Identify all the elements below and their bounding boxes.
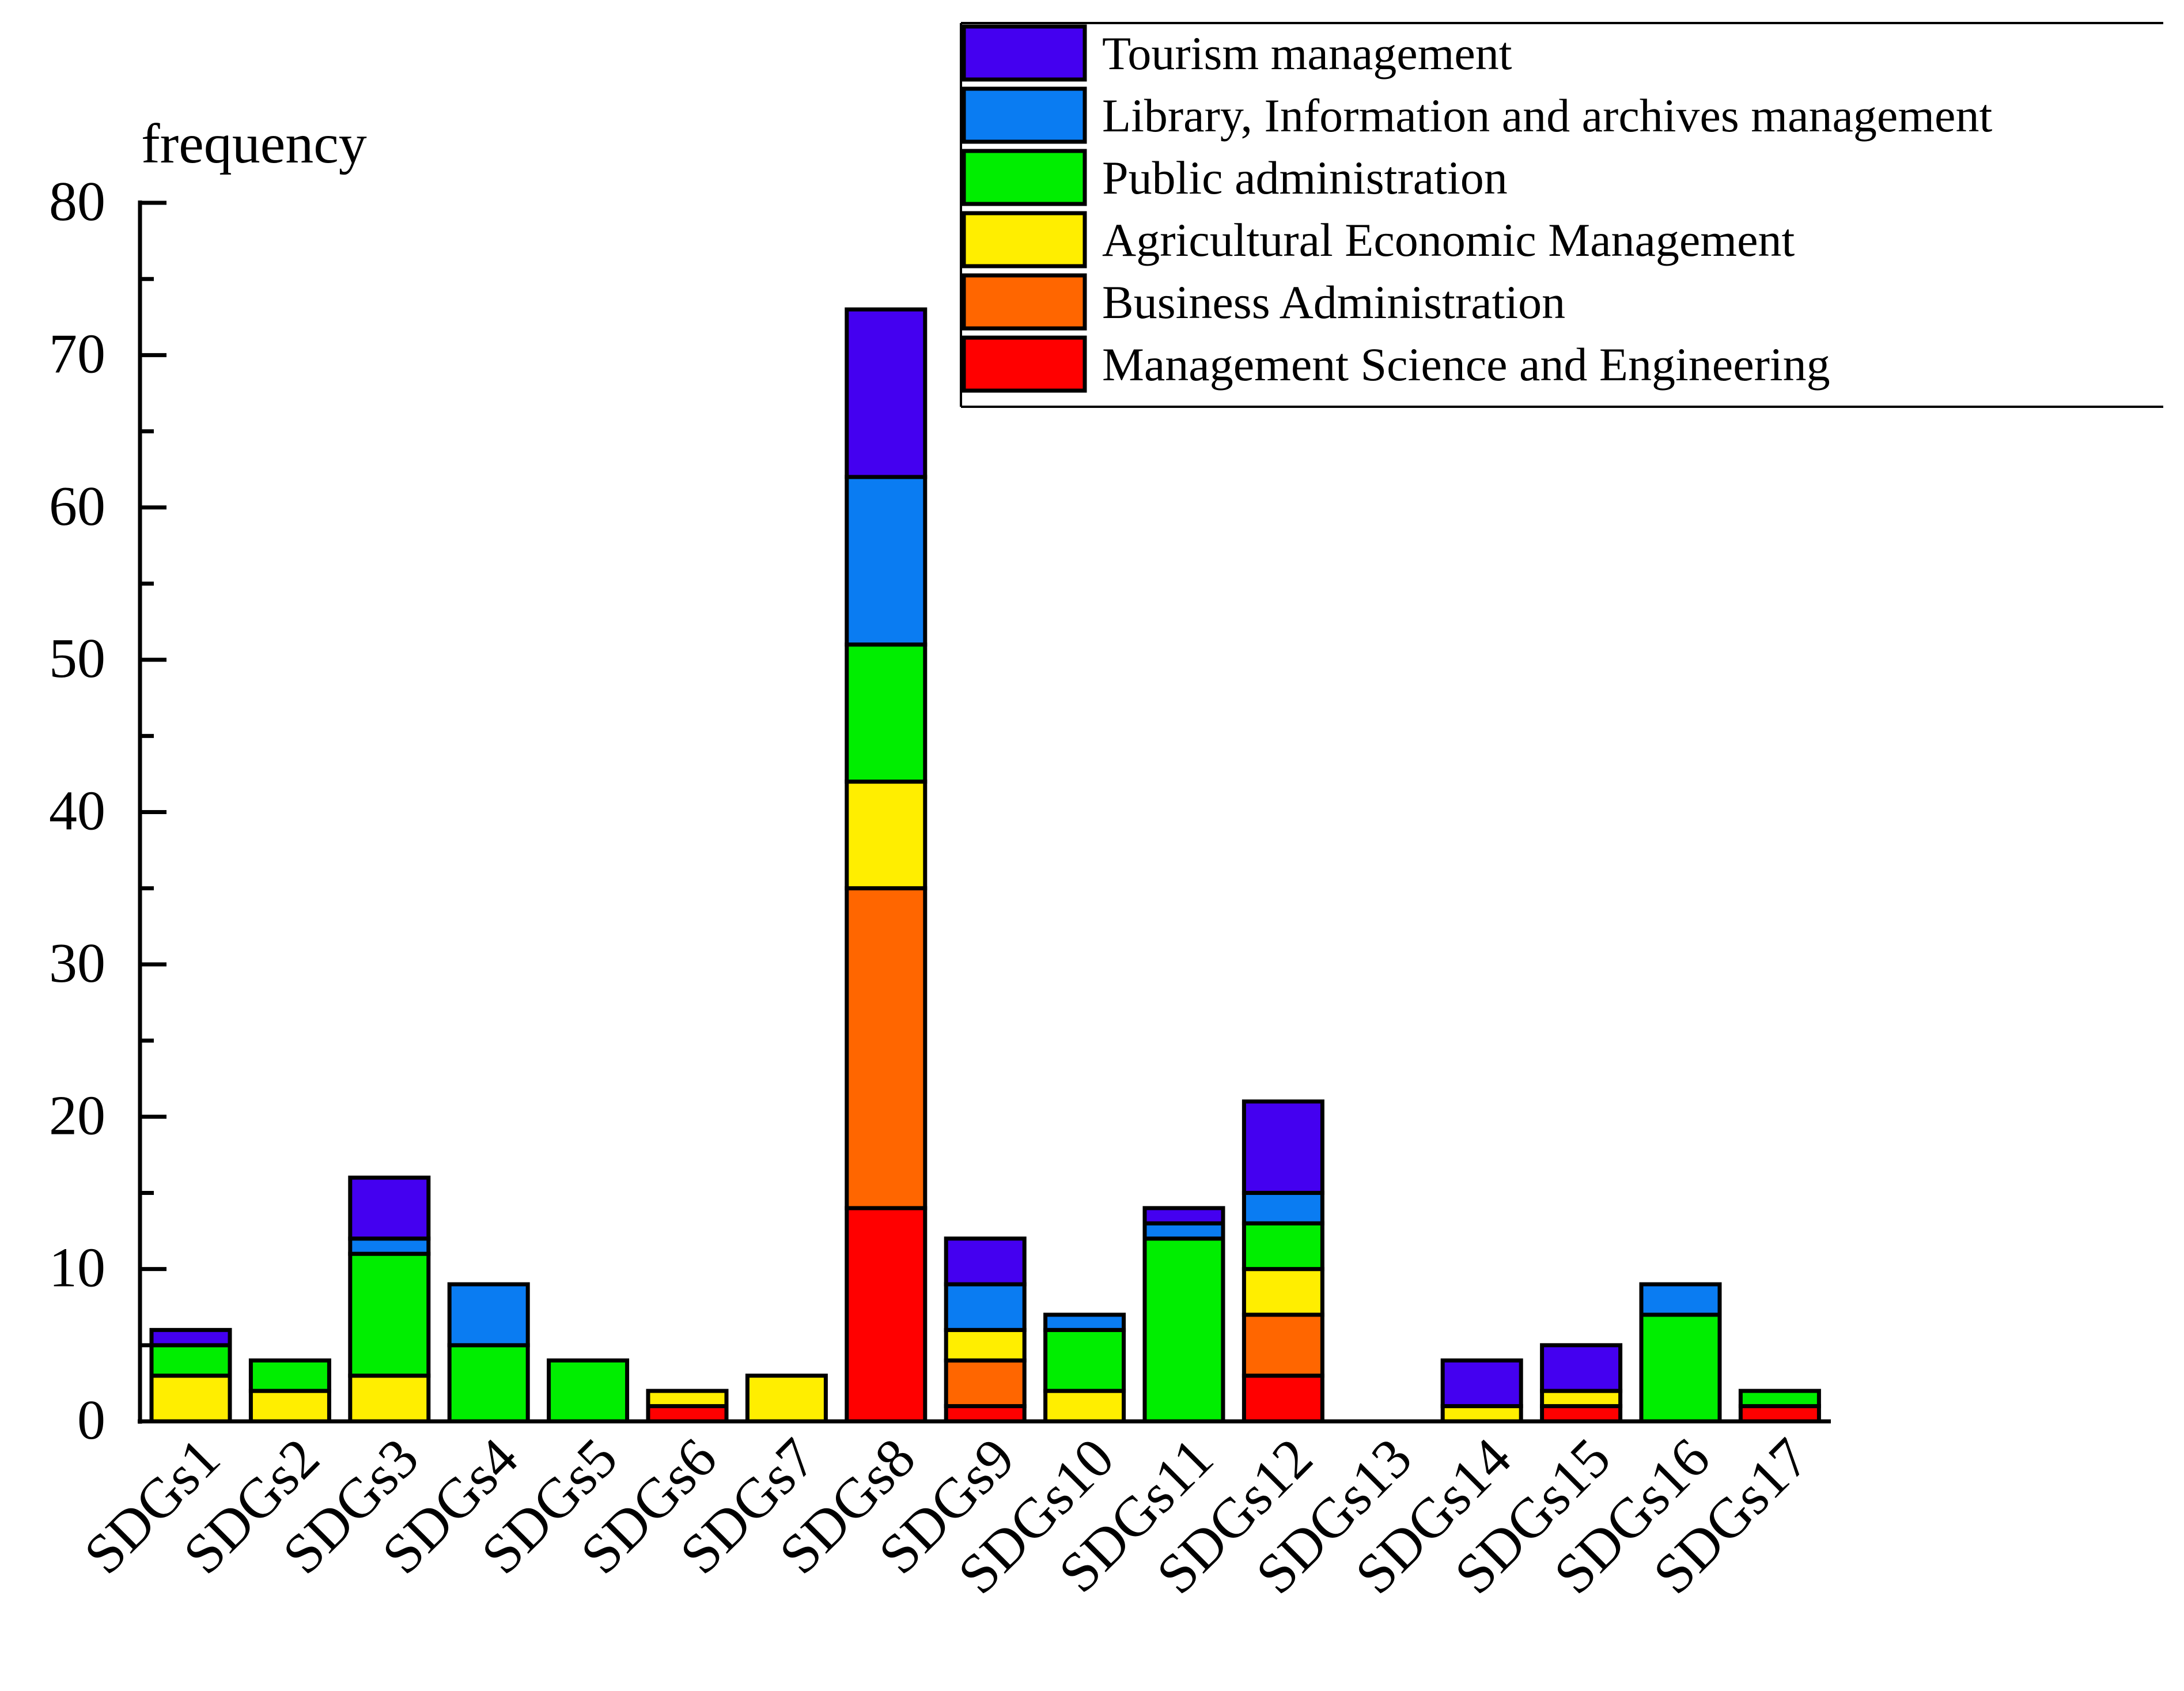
bar-segment-sdgs12-series-0 (1241, 1374, 1324, 1424)
legend-swatch (962, 273, 1087, 331)
bar-segment-sdgs12-series-1 (1241, 1312, 1324, 1378)
legend: Tourism management Library, Information a… (960, 22, 2163, 408)
bar-segment-sdgs8-series-2 (845, 780, 928, 891)
y-tick-label: 60 (49, 475, 105, 538)
legend-entry-label: Agricultural Economic Management (1102, 214, 1795, 266)
bar-segment-sdgs1-series-3 (149, 1343, 232, 1378)
bar-segment-sdgs2-series-2 (248, 1389, 331, 1424)
legend-swatch (962, 335, 1087, 393)
y-tick-label: 80 (49, 171, 105, 233)
bar-segment-sdgs1-series-2 (149, 1374, 232, 1424)
bar-segment-sdgs9-series-4 (944, 1282, 1027, 1332)
bar-segment-sdgs8-series-1 (845, 886, 928, 1210)
bar-segment-sdgs10-series-3 (1043, 1327, 1126, 1393)
bar-segment-sdgs9-series-1 (944, 1358, 1027, 1409)
legend-swatch (962, 86, 1087, 144)
bar-segment-sdgs1-series-5 (149, 1327, 232, 1348)
bar-segment-sdgs12-series-4 (1241, 1190, 1324, 1225)
legend-entry-label: Tourism management (1102, 27, 1512, 80)
y-tick-label: 30 (49, 932, 105, 994)
bars-group (149, 307, 1821, 1424)
bar-segment-sdgs9-series-0 (944, 1404, 1027, 1424)
bar-segment-sdgs4-series-4 (447, 1282, 530, 1348)
y-tick-label: 20 (49, 1084, 105, 1147)
bar-segment-sdgs6-series-0 (646, 1404, 729, 1424)
bar-segment-sdgs10-series-4 (1043, 1312, 1126, 1332)
legend-swatch (962, 211, 1087, 268)
bar-segment-sdgs11-series-3 (1142, 1236, 1225, 1424)
legend-swatch (962, 24, 1087, 82)
bar-segment-sdgs16-series-4 (1639, 1282, 1722, 1317)
bar-segment-sdgs17-series-3 (1738, 1389, 1821, 1409)
y-tick-label: 0 (77, 1389, 105, 1451)
bar-segment-sdgs3-series-3 (348, 1251, 431, 1378)
bar-segment-sdgs7-series-2 (745, 1374, 828, 1424)
bar-segment-sdgs11-series-5 (1142, 1206, 1225, 1225)
bar-segment-sdgs9-series-5 (944, 1236, 1027, 1287)
bar-segment-sdgs6-series-2 (646, 1389, 729, 1409)
bar-segment-sdgs3-series-4 (348, 1236, 431, 1256)
bar-segment-sdgs5-series-3 (547, 1358, 630, 1424)
bar-segment-sdgs14-series-2 (1440, 1404, 1523, 1424)
bar-segment-sdgs17-series-0 (1738, 1404, 1821, 1424)
bar-segment-sdgs10-series-2 (1043, 1389, 1126, 1424)
y-tick-label: 40 (49, 780, 105, 842)
bar-segment-sdgs16-series-3 (1639, 1312, 1722, 1424)
y-tick-label: 10 (49, 1237, 105, 1299)
y-tick-label: 70 (49, 323, 105, 385)
bar-segment-sdgs8-series-5 (845, 307, 928, 479)
legend-entry-label: Public administration (1102, 152, 1508, 204)
bar-segment-sdgs15-series-0 (1540, 1404, 1623, 1424)
bar-segment-sdgs12-series-2 (1241, 1267, 1324, 1317)
bar-segment-sdgs14-series-5 (1440, 1358, 1523, 1409)
bar-segment-sdgs12-series-5 (1241, 1099, 1324, 1195)
bar-segment-sdgs15-series-5 (1540, 1343, 1623, 1393)
bar-segment-sdgs2-series-3 (248, 1358, 331, 1393)
bar-segment-sdgs8-series-3 (845, 642, 928, 784)
bar-segment-sdgs15-series-2 (1540, 1389, 1623, 1409)
legend-entry-label: Management Science and Engineering (1102, 338, 1830, 391)
y-tick-label: 50 (49, 627, 105, 690)
legend-entry-label: Business Administration (1102, 276, 1565, 328)
bar-segment-sdgs3-series-2 (348, 1374, 431, 1424)
legend-swatch (962, 149, 1087, 206)
bar-segment-sdgs8-series-4 (845, 475, 928, 647)
bar-segment-sdgs8-series-0 (845, 1206, 928, 1424)
legend-entry-label: Library, Information and archives manage… (1102, 89, 1992, 142)
bar-segment-sdgs11-series-4 (1142, 1221, 1225, 1241)
bar-segment-sdgs12-series-3 (1241, 1221, 1324, 1272)
bar-segment-sdgs9-series-2 (944, 1327, 1027, 1363)
y-axis-label: frequency (141, 113, 367, 175)
bar-segment-sdgs4-series-3 (447, 1343, 530, 1424)
bar-segment-sdgs3-series-5 (348, 1175, 431, 1241)
